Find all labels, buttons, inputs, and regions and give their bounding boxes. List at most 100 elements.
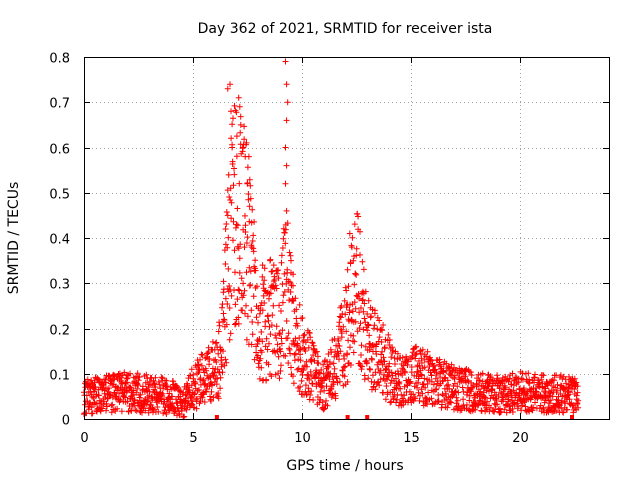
- data-point: [251, 218, 258, 225]
- data-point: [419, 390, 426, 397]
- data-point: [351, 281, 358, 288]
- data-point: [155, 408, 162, 415]
- data-point: [319, 399, 326, 406]
- data-point: [349, 308, 356, 315]
- data-point: [127, 370, 133, 377]
- data-point: [229, 144, 236, 151]
- data-point: [303, 363, 310, 370]
- data-point: [262, 318, 269, 325]
- data-point: [231, 171, 238, 178]
- data-point: [250, 293, 257, 300]
- data-point: [368, 378, 375, 385]
- data-point: [532, 399, 538, 406]
- data-point: [236, 269, 243, 276]
- data-point: [252, 267, 259, 274]
- data-point: [202, 355, 209, 362]
- data-point: [359, 363, 365, 370]
- data-point: [173, 399, 180, 406]
- data-point: [249, 238, 256, 244]
- data-point: [257, 355, 264, 362]
- data-point: [448, 399, 455, 406]
- data-point: [445, 381, 452, 388]
- data-point: [354, 328, 361, 335]
- data-point: [549, 393, 556, 400]
- data-points: [81, 58, 582, 421]
- data-point: [505, 396, 512, 403]
- x-tick-label: 10: [294, 431, 311, 446]
- data-point: [346, 307, 353, 314]
- data-point: [276, 330, 283, 337]
- data-point: [114, 405, 121, 412]
- data-point: [134, 385, 141, 392]
- data-point: [320, 361, 327, 368]
- data-point: [235, 320, 242, 327]
- data-point: [371, 322, 378, 329]
- data-point: [276, 302, 283, 309]
- data-point: [241, 123, 248, 130]
- data-point: [235, 286, 242, 293]
- data-point: [361, 315, 368, 322]
- data-point: [280, 235, 287, 242]
- data-point: [237, 241, 244, 248]
- data-point: [231, 247, 238, 254]
- data-point: [428, 395, 435, 402]
- data-point: [244, 164, 251, 171]
- data-point: [287, 350, 294, 357]
- data-point: [314, 353, 321, 360]
- data-point: [484, 398, 491, 405]
- data-point: [300, 367, 307, 374]
- data-point: [414, 384, 421, 391]
- data-point: [424, 348, 431, 355]
- data-point: [228, 199, 235, 206]
- data-point: [518, 375, 525, 382]
- data-point: [248, 307, 255, 314]
- data-point: [84, 376, 91, 383]
- data-point: [238, 275, 245, 282]
- data-point: [152, 384, 159, 390]
- data-point: [279, 299, 286, 306]
- data-point: [218, 354, 225, 361]
- data-point: [347, 344, 353, 351]
- y-tick-label: 0.5: [49, 188, 70, 203]
- data-point: [188, 382, 195, 389]
- data-point: [418, 360, 425, 366]
- data-point: [387, 399, 394, 406]
- data-point: [231, 165, 237, 172]
- data-point: [554, 387, 560, 394]
- data-point: [341, 297, 348, 304]
- data-point: [278, 259, 285, 266]
- data-point: [247, 195, 254, 202]
- data-point: [223, 221, 230, 227]
- zero-marker: [345, 415, 350, 419]
- data-point: [284, 99, 291, 106]
- data-point: [468, 372, 475, 379]
- data-point: [344, 266, 351, 273]
- data-point: [455, 389, 462, 396]
- data-point: [476, 377, 483, 384]
- data-point: [160, 410, 167, 417]
- data-point: [338, 334, 345, 341]
- data-point: [88, 377, 95, 384]
- data-point: [183, 406, 190, 413]
- data-point: [494, 401, 501, 408]
- data-point: [368, 313, 375, 320]
- data-point: [574, 383, 581, 390]
- data-point: [365, 375, 372, 382]
- data-point: [290, 271, 297, 278]
- data-point: [290, 373, 296, 380]
- data-point: [465, 378, 472, 385]
- data-point: [347, 362, 354, 368]
- data-point: [224, 212, 231, 219]
- data-point: [380, 322, 387, 328]
- data-point: [292, 295, 299, 302]
- data-point: [222, 295, 229, 302]
- data-point: [574, 389, 581, 396]
- data-point: [302, 382, 309, 389]
- data-point: [294, 342, 301, 348]
- data-point: [281, 229, 288, 236]
- data-point: [307, 392, 314, 398]
- data-point: [88, 404, 95, 411]
- data-point: [382, 396, 389, 403]
- data-point: [571, 375, 578, 382]
- data-point: [357, 228, 363, 235]
